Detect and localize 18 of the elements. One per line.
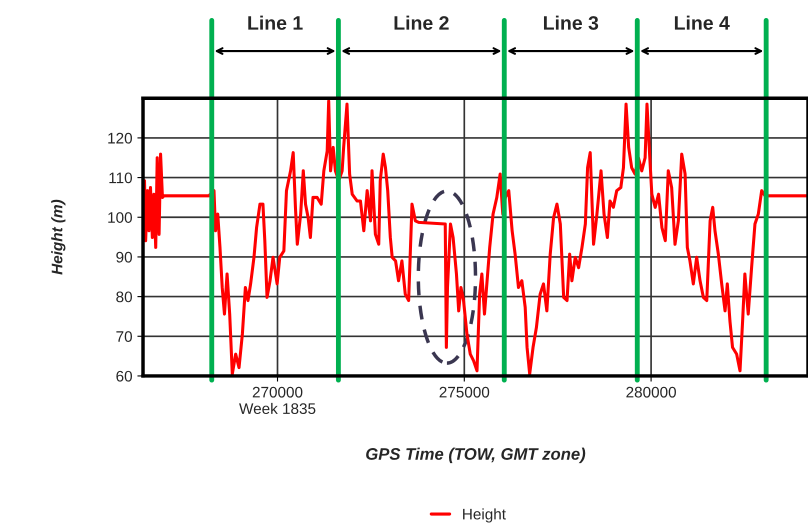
line-series <box>143 99 808 376</box>
y-tick-label: 120 <box>108 132 132 144</box>
text: Line 2 <box>394 16 449 30</box>
text: Line 1 <box>248 16 303 30</box>
y-axis-title: Height (m) <box>51 200 66 275</box>
y-tick-label: 90 <box>116 252 132 263</box>
y-tick-label: 100 <box>108 212 132 223</box>
x-axis-title: GPS Time (TOW, GMT zone) <box>366 448 586 464</box>
x-tick-label: 280000 <box>626 386 676 398</box>
y-tick-label: 60 <box>116 370 132 382</box>
text: Line 4 <box>674 16 730 30</box>
text: Line 3 <box>544 16 598 30</box>
legend-label: Height <box>463 508 506 523</box>
x-tick-label: 270000 Week 1835 <box>239 386 316 414</box>
y-tick-label: 80 <box>116 291 132 302</box>
y-tick-label: 110 <box>109 172 132 184</box>
y-tick-label: 70 <box>116 331 132 342</box>
x-tick-label: 275000 <box>440 386 490 398</box>
